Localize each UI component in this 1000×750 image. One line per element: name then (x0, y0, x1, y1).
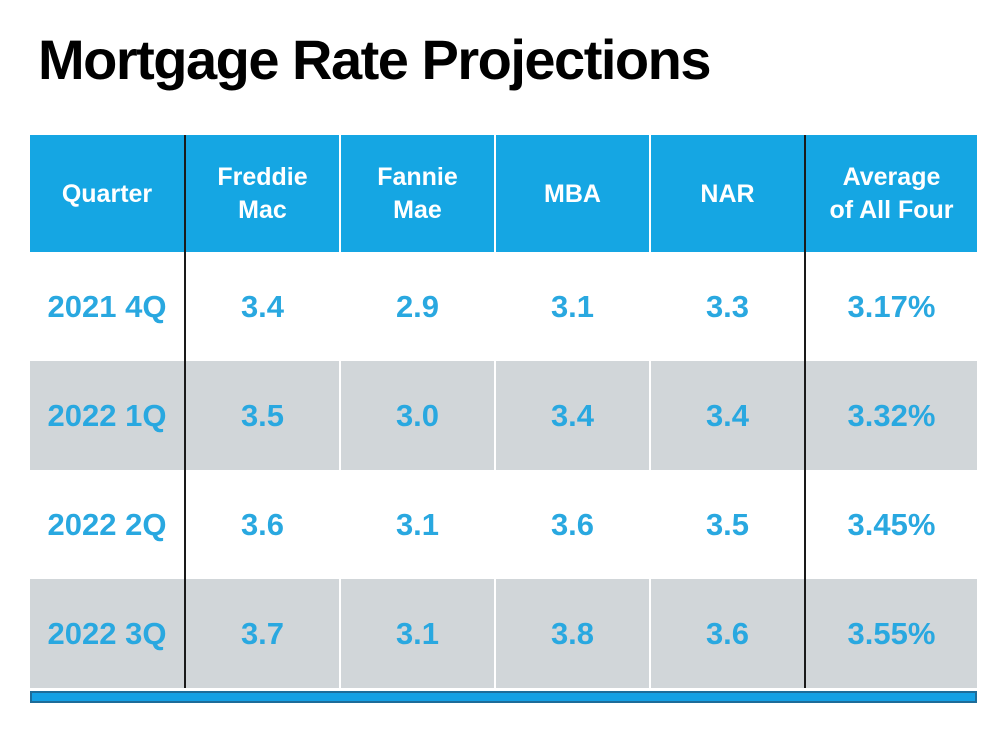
value-cell: 2.9 (340, 252, 496, 362)
value-cell: 3.3 (650, 252, 806, 362)
column-header-fannie-mae: Fannie Mae (340, 135, 496, 253)
quarter-cell: 2022 1Q (30, 361, 186, 471)
table-row: 2021 4Q 3.4 2.9 3.1 3.3 3.17% (30, 252, 977, 362)
column-header-quarter: Quarter (30, 135, 186, 253)
column-header-mba: MBA (495, 135, 651, 253)
value-cell: 3.1 (340, 470, 496, 580)
value-cell: 3.0 (340, 361, 496, 471)
page-title: Mortgage Rate Projections (38, 28, 711, 91)
table-row: 2022 1Q 3.5 3.0 3.4 3.4 3.32% (30, 361, 977, 471)
mortgage-rate-table: Quarter Freddie Mac Fannie Mae MBA NAR Averag… (30, 135, 977, 689)
value-cell: 3.55% (847, 615, 936, 651)
table-row: 2022 3Q 3.7 3.1 3.8 3.6 3.55% (30, 579, 977, 689)
value-cell: 3.4 (185, 252, 341, 362)
value-cell: 3.4 (650, 361, 806, 471)
value-cell: 3.5 (185, 361, 341, 471)
column-header-nar: NAR (650, 135, 806, 253)
value-cell: 3.8 (495, 579, 651, 689)
table-row: 2022 2Q 3.6 3.1 3.6 3.5 3.45% (30, 470, 977, 580)
table-header-row: Quarter Freddie Mac Fannie Mae MBA NAR Averag… (30, 135, 977, 253)
quarter-cell: 2021 4Q (30, 252, 186, 362)
value-cell: 3.1 (340, 579, 496, 689)
quarter-cell: 2022 3Q (30, 579, 186, 689)
value-cell: 3.4 (495, 361, 651, 471)
value-cell: 3.32% (847, 397, 936, 433)
value-cell: 3.6 (650, 579, 806, 689)
value-cell: 3.7 (185, 579, 341, 689)
value-cell: 3.45% (847, 506, 936, 542)
value-cell: 3.6 (185, 470, 341, 580)
quarter-cell: 2022 2Q (30, 470, 186, 580)
value-cell: 3.6 (495, 470, 651, 580)
slide: Mortgage Rate Projections Quarter Freddie… (0, 28, 1000, 750)
value-cell: 3.1 (495, 252, 651, 362)
value-cell: 3.5 (650, 470, 806, 580)
mortgage-rate-table-wrap: Quarter Freddie Mac Fannie Mae MBA NAR Averag… (30, 135, 977, 704)
value-cell: 3.17% (847, 288, 936, 324)
column-header-average-of-all-four: Average of All Four (805, 135, 977, 253)
table-bottom-accent-bar (30, 691, 977, 704)
column-header-freddie-mac: Freddie Mac (185, 135, 341, 253)
